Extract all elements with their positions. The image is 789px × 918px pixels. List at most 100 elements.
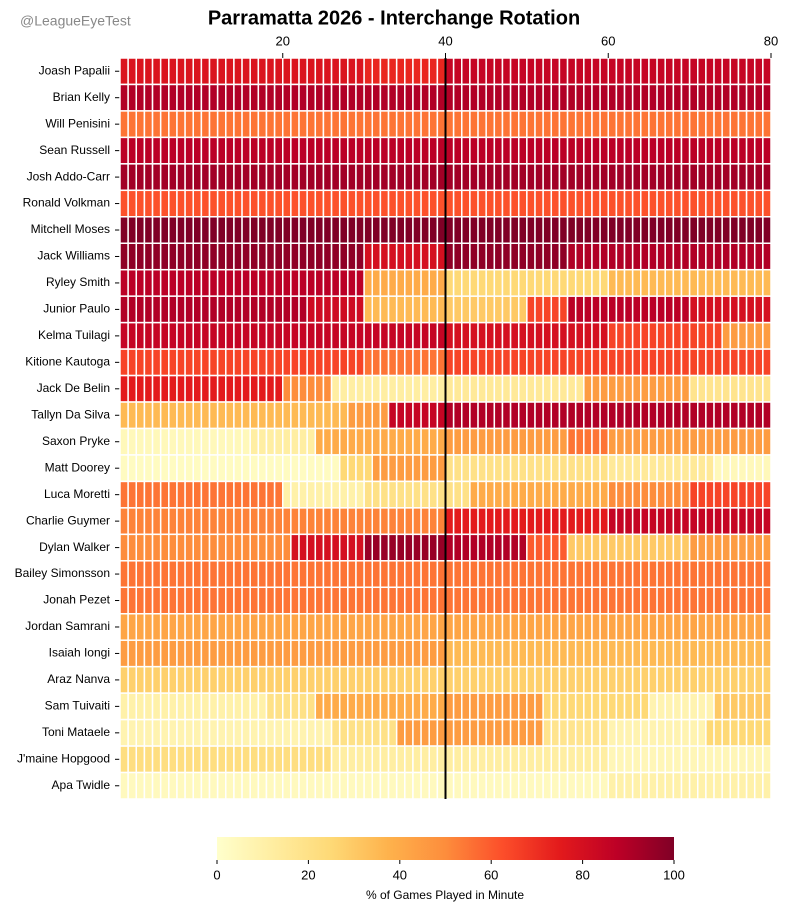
cell bbox=[127, 771, 138, 800]
cell bbox=[509, 613, 520, 641]
cell bbox=[566, 560, 577, 589]
cell bbox=[306, 613, 317, 641]
cell bbox=[517, 57, 528, 86]
cell bbox=[469, 507, 479, 536]
cell bbox=[395, 718, 406, 747]
cell bbox=[485, 533, 496, 562]
cell bbox=[534, 533, 544, 562]
cell bbox=[330, 586, 341, 615]
cell bbox=[615, 771, 626, 800]
cell bbox=[387, 427, 398, 456]
cell bbox=[306, 216, 317, 245]
cell bbox=[265, 57, 276, 86]
cell bbox=[363, 639, 374, 668]
cell bbox=[330, 718, 341, 747]
cell bbox=[249, 665, 260, 694]
cell bbox=[208, 401, 219, 430]
cell bbox=[363, 480, 374, 509]
cell bbox=[257, 136, 268, 165]
cell bbox=[607, 771, 618, 800]
cell bbox=[200, 321, 211, 350]
cell bbox=[119, 639, 129, 668]
cell bbox=[574, 189, 585, 218]
cell bbox=[249, 639, 260, 668]
cell bbox=[168, 401, 178, 430]
cell bbox=[672, 348, 683, 377]
cell bbox=[745, 189, 756, 218]
cell bbox=[306, 427, 317, 456]
cell bbox=[713, 560, 723, 589]
cell bbox=[387, 613, 398, 641]
cell bbox=[298, 83, 308, 112]
cell bbox=[412, 295, 422, 324]
cell bbox=[615, 83, 626, 112]
cell bbox=[762, 507, 772, 536]
cell bbox=[412, 613, 422, 641]
cell bbox=[477, 374, 487, 403]
cell bbox=[452, 401, 463, 430]
cell bbox=[371, 718, 382, 747]
cell bbox=[159, 57, 170, 86]
cell bbox=[208, 771, 219, 800]
cell bbox=[566, 692, 577, 721]
cell bbox=[713, 692, 723, 721]
cell bbox=[534, 321, 544, 350]
cell bbox=[159, 427, 170, 456]
cell bbox=[656, 560, 666, 589]
cell bbox=[680, 507, 691, 536]
cell bbox=[314, 692, 325, 721]
cell bbox=[216, 639, 227, 668]
cell bbox=[273, 586, 284, 615]
cell bbox=[347, 745, 357, 774]
cell bbox=[664, 665, 675, 694]
cell bbox=[192, 745, 203, 774]
cell bbox=[257, 321, 268, 350]
cell bbox=[355, 454, 365, 483]
cell bbox=[265, 692, 276, 721]
cell bbox=[233, 692, 243, 721]
cell bbox=[168, 348, 178, 377]
cell bbox=[363, 189, 374, 218]
cell bbox=[127, 639, 138, 668]
cell bbox=[648, 665, 658, 694]
cell bbox=[233, 613, 243, 641]
cell bbox=[216, 321, 227, 350]
cell bbox=[485, 268, 496, 297]
cell bbox=[322, 533, 333, 562]
cell bbox=[534, 507, 544, 536]
cell bbox=[404, 692, 414, 721]
cell bbox=[338, 136, 349, 165]
cell bbox=[485, 374, 496, 403]
cell bbox=[534, 745, 544, 774]
cell bbox=[680, 216, 691, 245]
cell bbox=[444, 586, 455, 615]
cell bbox=[363, 136, 374, 165]
cell bbox=[517, 771, 528, 800]
cell bbox=[721, 83, 732, 112]
cell bbox=[208, 216, 219, 245]
cell bbox=[721, 374, 732, 403]
cell bbox=[526, 718, 536, 747]
cell bbox=[306, 163, 317, 192]
cell bbox=[444, 718, 455, 747]
cell bbox=[493, 533, 504, 562]
cell bbox=[648, 639, 658, 668]
cell bbox=[249, 718, 260, 747]
cell bbox=[615, 507, 626, 536]
cell bbox=[461, 57, 471, 86]
cell bbox=[412, 268, 422, 297]
cell bbox=[607, 268, 618, 297]
cell bbox=[273, 189, 284, 218]
cell bbox=[330, 533, 341, 562]
cell bbox=[607, 348, 618, 377]
cell bbox=[664, 110, 675, 139]
cell bbox=[452, 480, 463, 509]
cell bbox=[558, 613, 569, 641]
cell bbox=[216, 295, 227, 324]
cell bbox=[762, 560, 772, 589]
cell bbox=[477, 665, 487, 694]
cell bbox=[208, 480, 219, 509]
cell bbox=[591, 639, 601, 668]
cell bbox=[249, 480, 260, 509]
cell bbox=[607, 586, 618, 615]
